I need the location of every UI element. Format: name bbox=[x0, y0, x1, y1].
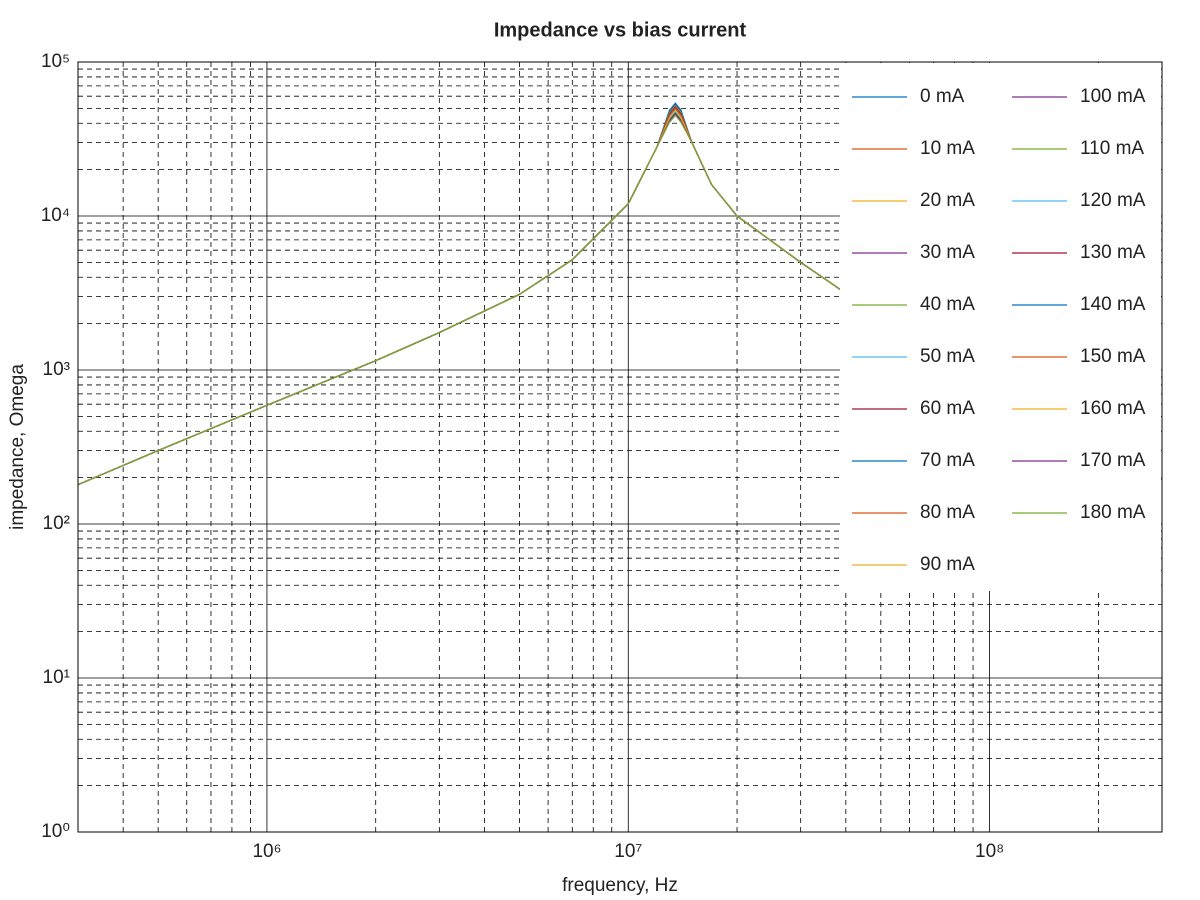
legend-label: 100 mA bbox=[1080, 86, 1146, 107]
x-tick-label: 10⁷ bbox=[614, 841, 642, 862]
legend-label: 50 mA bbox=[920, 346, 975, 367]
legend-label: 0 mA bbox=[920, 86, 965, 107]
y-tick-label: 10³ bbox=[43, 359, 70, 380]
legend-box bbox=[840, 63, 1161, 591]
chart-title: Impedance vs bias current bbox=[494, 19, 747, 41]
legend-label: 120 mA bbox=[1080, 190, 1146, 211]
plot-frame bbox=[77, 61, 1163, 833]
legend-label: 130 mA bbox=[1080, 242, 1146, 263]
legend-label: 160 mA bbox=[1080, 398, 1146, 419]
y-tick-label: 10⁰ bbox=[41, 821, 70, 842]
legend-label: 30 mA bbox=[920, 242, 975, 263]
x-tick-label: 10⁶ bbox=[252, 841, 281, 862]
legend-label: 170 mA bbox=[1080, 450, 1146, 471]
y-tick-label: 10¹ bbox=[43, 667, 70, 688]
legend-label: 180 mA bbox=[1080, 502, 1146, 523]
legend-label: 80 mA bbox=[920, 502, 975, 523]
y-tick-label: 10⁵ bbox=[41, 51, 70, 72]
y-tick-label: 10² bbox=[43, 513, 70, 534]
y-axis-label: impedance, Omega bbox=[7, 364, 28, 530]
legend-label: 90 mA bbox=[920, 554, 975, 575]
legend-label: 10 mA bbox=[920, 138, 975, 159]
legend-label: 70 mA bbox=[920, 450, 975, 471]
legend-label: 40 mA bbox=[920, 294, 975, 315]
legend-label: 110 mA bbox=[1080, 138, 1144, 159]
x-tick-label: 10⁸ bbox=[975, 841, 1004, 862]
legend-label: 60 mA bbox=[920, 398, 975, 419]
legend-label: 140 mA bbox=[1080, 294, 1146, 315]
legend-label: 150 mA bbox=[1080, 346, 1146, 367]
y-tick-label: 10⁴ bbox=[41, 205, 70, 226]
legend-label: 20 mA bbox=[920, 190, 975, 211]
x-axis-label: frequency, Hz bbox=[562, 875, 678, 896]
